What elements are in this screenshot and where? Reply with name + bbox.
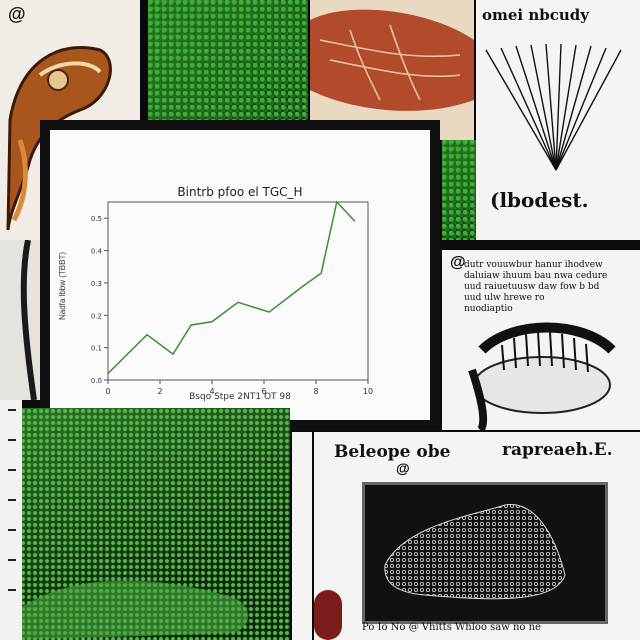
marker-icon: @ — [396, 460, 410, 476]
panel-caption: (lbodest. — [490, 188, 589, 212]
leaf-strip-mid-right — [442, 140, 476, 240]
comb-device-illustration — [468, 322, 616, 430]
leaf-outline — [20, 580, 249, 640]
micrograph-frame — [362, 482, 608, 624]
anatomy-panel-top-center — [310, 0, 474, 140]
description-line: uud ulw hrewe ro — [464, 293, 545, 303]
device-panel-mid-right: @ dutr vouuwbur hanur ihodvew daluiaw ih… — [442, 250, 640, 430]
leaf-texture-top — [148, 0, 308, 125]
leaf-panel-bottom-left — [20, 408, 290, 640]
x-tick-label: 6 — [261, 387, 266, 396]
marker-icon: @ — [450, 254, 466, 271]
description-line: nuodiaptio — [464, 304, 513, 314]
x-tick-label: 2 — [157, 387, 162, 396]
description-line: uud raiuetuusw daw fow b bd — [464, 282, 600, 292]
specimen-illustration — [6, 46, 112, 231]
y-tick-label: 0.3 — [91, 280, 102, 288]
description-text: dutr vouuwbur hanur ihodvew daluiaw ihuu… — [464, 260, 634, 315]
footer-caption: Po Io No @ Vhitts Whloo saw no ne — [362, 622, 541, 633]
y-tick-label: 0.0 — [91, 377, 102, 385]
micrograph-image — [384, 504, 566, 600]
anatomy-illustration — [310, 9, 474, 111]
marker-icon: @ — [8, 4, 26, 24]
chart-x-label: Bsqo Stpe 2NT1 OT 98 — [189, 392, 291, 402]
botanical-illustration — [485, 43, 622, 171]
botanical-panel-top-right: omei nbcudy (lbodest. — [476, 0, 640, 240]
panel-title: omei nbcudy — [482, 6, 589, 24]
dark-strip-left — [0, 240, 40, 400]
y-tick-label: 0.4 — [91, 248, 103, 256]
panel-title-secondary: rapreaeh.E. — [502, 440, 613, 460]
microscope-panel-bottom-right: Beleope obe rapreaeh.E. @ Po Io No @ Vhi… — [314, 432, 640, 640]
y-tick-label: 0.2 — [91, 312, 102, 320]
x-tick-label: 10 — [363, 387, 373, 396]
ruler-strip — [0, 400, 22, 640]
chart-card: Bintrb pfoo el TGC_H Nadfa lbbw (TBBT) 0… — [50, 130, 430, 420]
panel-title: Beleope obe — [334, 442, 451, 462]
y-tick-label: 0.5 — [91, 215, 102, 223]
y-tick-label: 0.1 — [91, 345, 102, 353]
description-line: daluiaw ihuum bau nwa cedure — [464, 271, 608, 281]
specimen-bottom — [314, 590, 342, 640]
chart-title: Bintrb pfoo el TGC_H — [177, 185, 303, 199]
x-tick-label: 0 — [105, 387, 110, 396]
ruler-ticks — [8, 409, 16, 591]
line-chart: 0 2 4 6 8 10 0.0 0.1 0.2 0.3 0.4 0.5 — [91, 200, 373, 396]
series-line — [107, 200, 356, 375]
strip-bottom-middle — [292, 432, 312, 640]
x-tick-label: 8 — [313, 387, 318, 396]
x-tick-label: 4 — [209, 387, 214, 396]
description-line: dutr vouuwbur hanur ihodvew — [464, 260, 603, 270]
plot-area-frame — [107, 201, 369, 381]
stem-illustration — [20, 240, 37, 400]
chart-frame: Bintrb pfoo el TGC_H Nadfa lbbw (TBBT) 0… — [40, 120, 440, 430]
